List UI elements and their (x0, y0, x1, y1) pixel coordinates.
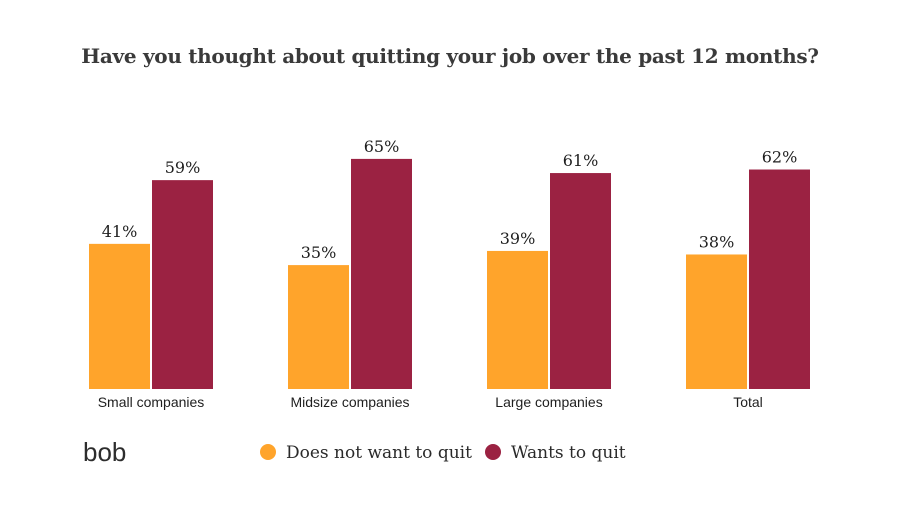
value-label-small-companies-wants-to-quit: 59% (165, 158, 201, 177)
value-label-total-does-not-want-to-quit: 38% (699, 232, 735, 251)
value-label-large-companies-does-not-want-to-quit: 39% (500, 229, 536, 248)
value-label-midsize-companies-does-not-want-to-quit: 35% (301, 243, 337, 262)
category-label-midsize-companies: Midsize companies (290, 394, 409, 410)
category-label-small-companies: Small companies (98, 394, 205, 410)
chart-title: Have you thought about quitting your job… (81, 44, 819, 68)
bar-total-wants-to-quit (749, 169, 810, 389)
bar-total-does-not-want-to-quit (686, 254, 747, 389)
category-label-large-companies: Large companies (495, 394, 602, 410)
bar-midsize-companies-wants-to-quit (351, 158, 412, 389)
value-label-total-wants-to-quit: 62% (762, 148, 798, 167)
value-label-large-companies-wants-to-quit: 61% (563, 151, 599, 170)
legend: Does not want to quit Wants to quit (260, 443, 626, 463)
bar-large-companies-does-not-want-to-quit (487, 250, 548, 389)
bar-small-companies-does-not-want-to-quit (89, 243, 150, 389)
bar-midsize-companies-does-not-want-to-quit (288, 265, 349, 389)
category-label-total: Total (733, 394, 763, 410)
legend-swatch-wants-to-quit (485, 444, 501, 460)
bars-layer (89, 158, 810, 389)
value-label-midsize-companies-wants-to-quit: 65% (364, 137, 400, 156)
category-labels-layer: Small companies Midsize companies Large co… (98, 394, 763, 410)
bob-logo: bob (83, 437, 126, 467)
bar-small-companies-wants-to-quit (152, 180, 213, 389)
legend-swatch-does-not-want-to-quit (260, 444, 276, 460)
value-label-small-companies-does-not-want-to-quit: 41% (102, 222, 138, 241)
value-labels-layer: 41% 59% 35% 65% 39% 61% 38% 62% (102, 137, 798, 262)
legend-label-does-not-want-to-quit: Does not want to quit (286, 443, 472, 463)
bar-large-companies-wants-to-quit (550, 173, 611, 389)
legend-label-wants-to-quit: Wants to quit (511, 443, 626, 463)
